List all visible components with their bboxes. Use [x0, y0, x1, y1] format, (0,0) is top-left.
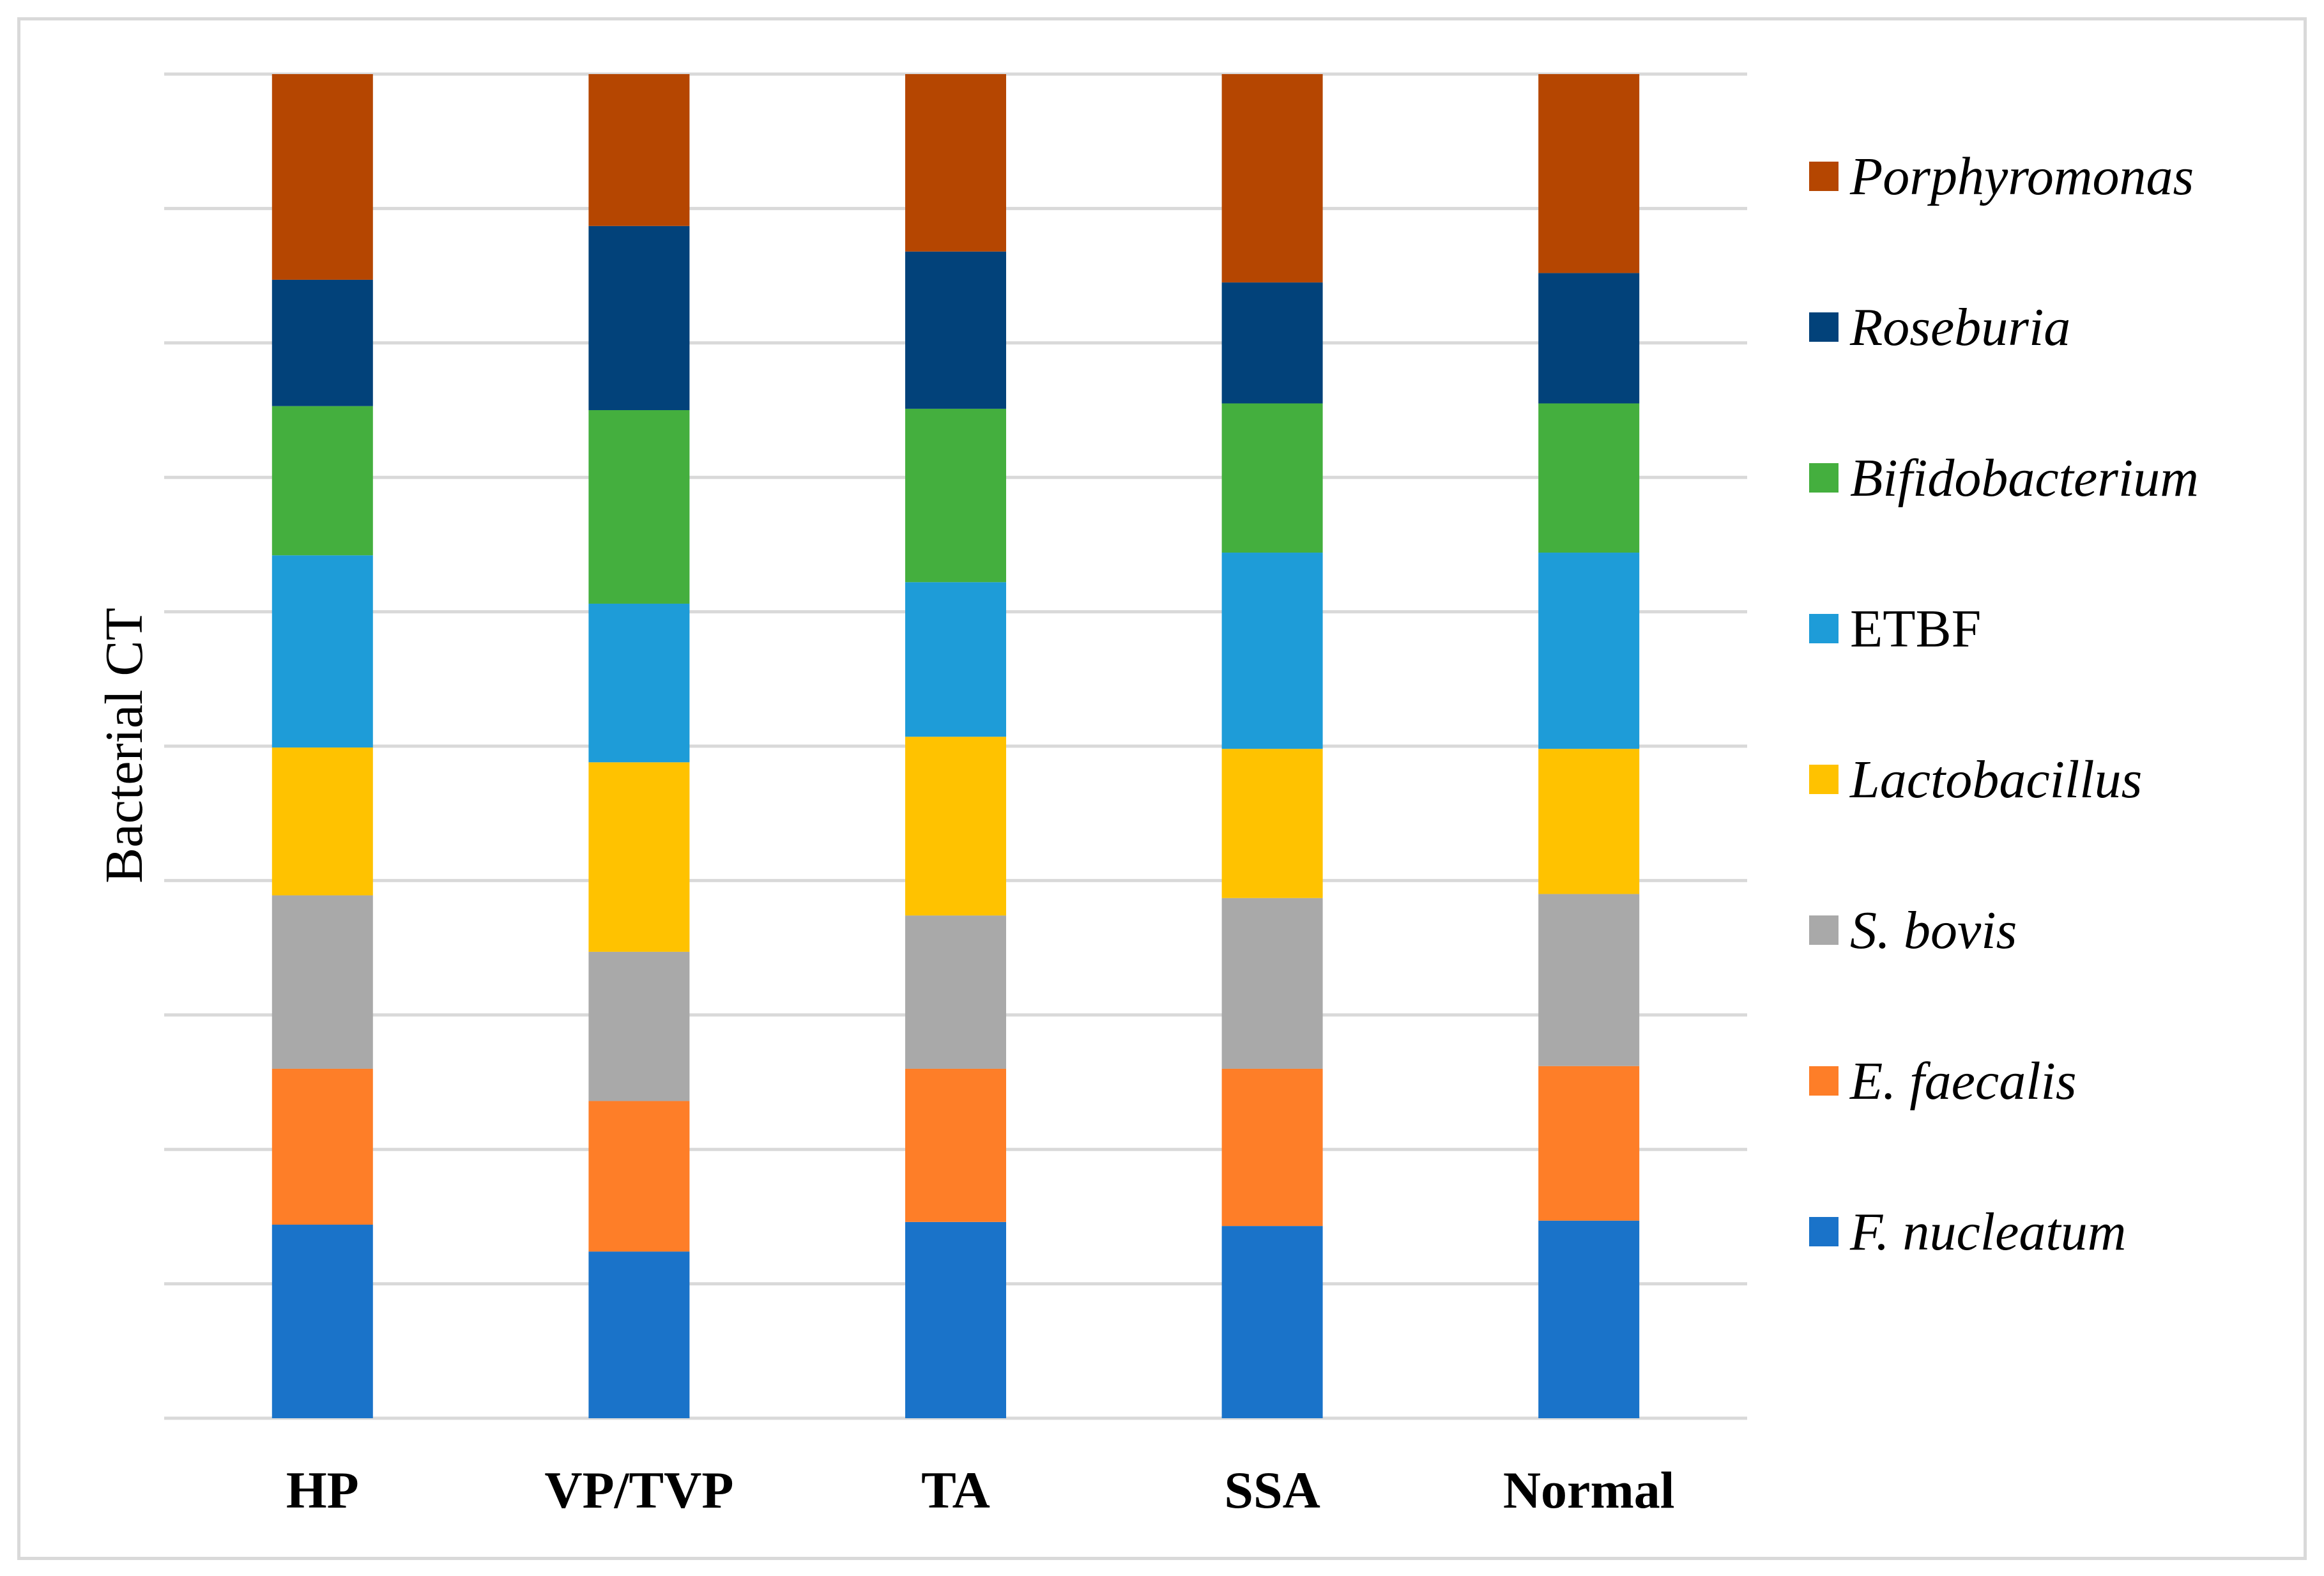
- bar-segment: [271, 279, 373, 406]
- legend-label: Lactobacillus: [1849, 750, 2142, 809]
- legend-swatch: [1809, 1066, 1839, 1096]
- bar-segment: [1538, 749, 1640, 894]
- bar-segment: [1538, 74, 1640, 273]
- bar-segment: [1221, 282, 1323, 404]
- legend-label: S. bovis: [1850, 901, 2017, 960]
- bar-segment: [1221, 898, 1323, 1069]
- legend-swatch: [1809, 614, 1839, 643]
- bar-segment: [271, 1225, 373, 1418]
- bar-segment: [588, 74, 690, 226]
- bar-segment: [271, 555, 373, 748]
- bars: [271, 74, 1640, 1418]
- legend-label: Roseburia: [1849, 298, 2070, 357]
- legend-item: E. faecalis: [1809, 1052, 2077, 1111]
- bar-segment: [1221, 403, 1323, 553]
- legend-label: F. nucleatum: [1849, 1202, 2126, 1262]
- chart-frame: [17, 17, 2307, 1560]
- legend-item: Roseburia: [1809, 298, 2070, 357]
- bar-segment: [1221, 1068, 1323, 1227]
- legend-label: Porphyromonas: [1849, 147, 2194, 206]
- bar-segment: [1538, 1066, 1640, 1221]
- bar-segment: [1538, 403, 1640, 553]
- bar-segment: [905, 1068, 1006, 1222]
- bar-segment: [1221, 74, 1323, 283]
- bar-segment: [905, 582, 1006, 737]
- bar-segment: [271, 74, 373, 280]
- bar-segment: [271, 1068, 373, 1225]
- bar-segment: [1221, 553, 1323, 749]
- bar-segment: [588, 603, 690, 763]
- bar-segment: [271, 895, 373, 1069]
- bar-segment: [905, 1221, 1006, 1418]
- legend-label: E. faecalis: [1849, 1052, 2077, 1111]
- legend-item: ETBF: [1809, 599, 1981, 659]
- legend-swatch: [1809, 312, 1839, 342]
- legend-item: Lactobacillus: [1809, 750, 2142, 809]
- legend-item: F. nucleatum: [1809, 1202, 2126, 1262]
- x-tick-labels: HP VP/TVP TA SSA Normal: [286, 1461, 1675, 1519]
- bar-segment: [588, 1251, 690, 1418]
- bar-segment: [905, 408, 1006, 583]
- bar-segment: [905, 251, 1006, 409]
- bar-segment: [588, 951, 690, 1101]
- legend-item: S. bovis: [1809, 901, 2017, 960]
- legend-label: ETBF: [1850, 599, 1981, 659]
- y-axis-title: Bacterial CT: [95, 608, 154, 883]
- bar-segment: [905, 915, 1006, 1069]
- bar-segment: [588, 226, 690, 410]
- x-tick-label: Normal: [1503, 1461, 1675, 1519]
- legend-swatch: [1809, 765, 1839, 794]
- bar-segment: [588, 1101, 690, 1252]
- legend-swatch: [1809, 463, 1839, 493]
- legend-item: Porphyromonas: [1809, 147, 2194, 206]
- bar-segment: [588, 410, 690, 604]
- x-tick-label: VP/TVP: [544, 1461, 733, 1519]
- legend-item: Bifidobacterium: [1809, 448, 2199, 508]
- bar-segment: [1221, 749, 1323, 898]
- bar-segment: [905, 74, 1006, 252]
- bar-segment: [1538, 553, 1640, 749]
- x-tick-label: TA: [921, 1461, 990, 1519]
- x-tick-label: HP: [286, 1461, 359, 1519]
- x-tick-label: SSA: [1224, 1461, 1320, 1519]
- legend: Porphyromonas Roseburia Bifidobacterium ETB…: [1809, 147, 2199, 1262]
- bar-segment: [271, 406, 373, 556]
- legend-swatch: [1809, 915, 1839, 945]
- legend-label: Bifidobacterium: [1850, 448, 2199, 508]
- bar-segment: [588, 762, 690, 952]
- bar-segment: [1221, 1226, 1323, 1418]
- bar-segment: [905, 737, 1006, 916]
- legend-swatch: [1809, 1217, 1839, 1246]
- legend-swatch: [1809, 162, 1839, 191]
- bar-segment: [1538, 1220, 1640, 1418]
- bar-segment: [1538, 273, 1640, 404]
- bar-segment: [271, 747, 373, 896]
- bar-segment: [1538, 894, 1640, 1066]
